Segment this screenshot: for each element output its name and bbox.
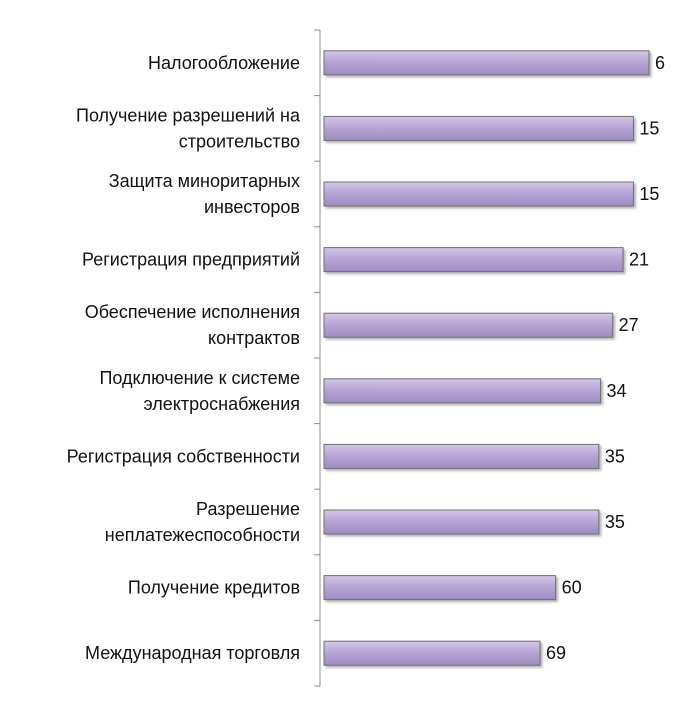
- data-label: 15: [639, 118, 659, 138]
- bar: [323, 115, 634, 141]
- bar: [323, 312, 614, 338]
- bar: [323, 50, 650, 76]
- category-label: Регистрация собственности: [67, 446, 300, 466]
- category-label-line: Международная торговля: [85, 643, 300, 663]
- bar: [323, 181, 634, 207]
- category-label: Регистрация предприятий: [82, 250, 300, 270]
- bar: [323, 575, 557, 601]
- category-label-line: Регистрация собственности: [67, 446, 300, 466]
- category-label: Разрешение неплатежеспособности: [105, 499, 300, 545]
- data-label: 34: [607, 381, 627, 401]
- data-label: 35: [605, 446, 625, 466]
- category-label-line: Получение кредитов: [128, 578, 300, 598]
- category-label-line: Разрешение: [196, 499, 300, 519]
- category-label-line: Обеспечение исполнения: [85, 302, 300, 322]
- category-label-line: инвесторов: [204, 197, 300, 217]
- data-label: 15: [639, 184, 659, 204]
- category-label: Защита миноритарных инвесторов: [109, 171, 300, 217]
- bar: [323, 443, 600, 469]
- category-label: Подключение к системе электроснабжения: [99, 368, 300, 414]
- category-label: Международная торговля: [85, 643, 300, 663]
- category-label-line: Получение разрешений на: [76, 105, 301, 125]
- category-label-line: электроснабжения: [144, 394, 301, 414]
- bar: [323, 509, 600, 535]
- data-label: 6: [655, 53, 665, 73]
- data-label: 21: [629, 250, 649, 270]
- data-label: 60: [562, 578, 582, 598]
- category-label-line: неплатежеспособности: [105, 525, 300, 545]
- data-label: 69: [546, 643, 566, 663]
- bar: [323, 640, 541, 666]
- category-label-line: Подключение к системе: [99, 368, 300, 388]
- category-label: Налогообложение: [148, 53, 300, 73]
- bar: [323, 247, 624, 273]
- category-label-line: Регистрация предприятий: [82, 250, 300, 270]
- category-label-line: Защита миноритарных: [109, 171, 300, 191]
- data-label: 35: [605, 512, 625, 532]
- category-label-line: контрактов: [208, 328, 300, 348]
- category-label-line: строительство: [179, 131, 300, 151]
- category-label-line: Налогообложение: [148, 53, 300, 73]
- data-label: 27: [619, 315, 639, 335]
- category-label: Получение кредитов: [128, 578, 300, 598]
- category-label: Получение разрешений на строительство: [76, 105, 301, 151]
- bar: [323, 378, 602, 404]
- category-label: Обеспечение исполнения контрактов: [85, 302, 300, 348]
